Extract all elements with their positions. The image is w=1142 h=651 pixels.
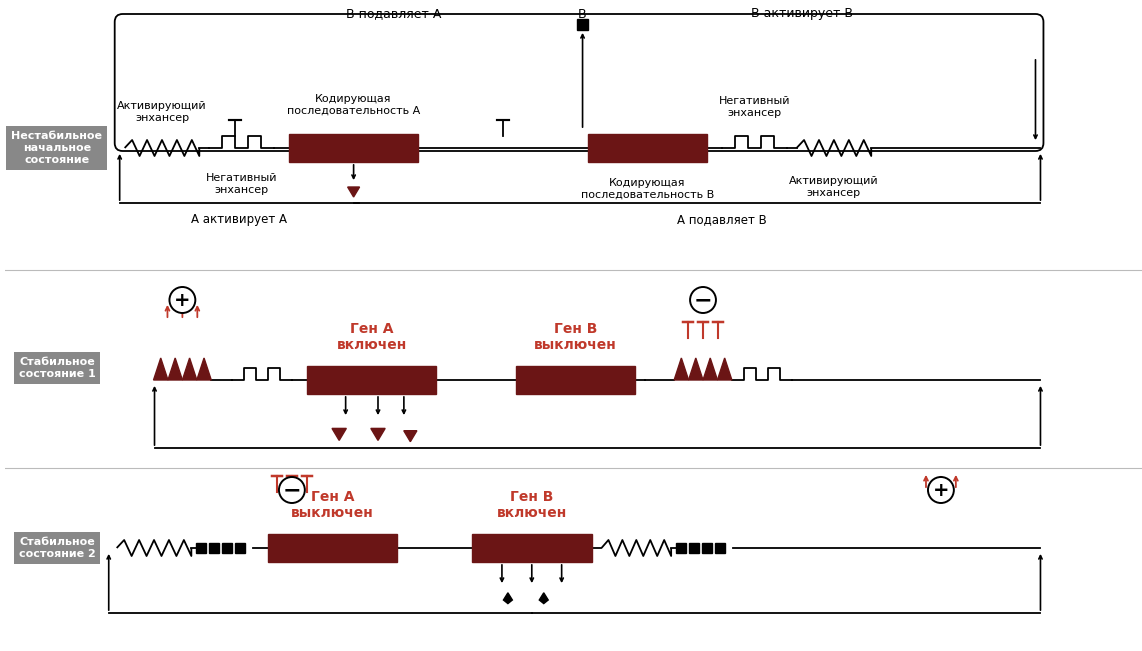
Bar xyxy=(196,543,207,553)
Text: Активирующий
энхансер: Активирующий энхансер xyxy=(789,176,878,198)
Bar xyxy=(715,543,725,553)
Polygon shape xyxy=(153,358,168,380)
Bar xyxy=(472,534,592,562)
Polygon shape xyxy=(332,428,346,440)
Polygon shape xyxy=(674,358,689,380)
Text: +: + xyxy=(933,480,949,499)
Bar xyxy=(223,543,232,553)
Text: А активирует А: А активирует А xyxy=(191,213,287,226)
Polygon shape xyxy=(504,593,513,603)
Bar xyxy=(702,543,711,553)
Polygon shape xyxy=(717,358,732,380)
Bar xyxy=(268,534,397,562)
Polygon shape xyxy=(168,358,183,380)
Text: Кодирующая
последовательность А: Кодирующая последовательность А xyxy=(287,94,420,116)
Text: Нестабильное
начальное
состояние: Нестабильное начальное состояние xyxy=(11,132,103,165)
Circle shape xyxy=(279,477,305,503)
Text: Ген В
выключен: Ген В выключен xyxy=(534,322,617,352)
Text: Ген А
включен: Ген А включен xyxy=(337,322,407,352)
Text: −: − xyxy=(282,480,301,500)
Text: В подавляет А: В подавляет А xyxy=(346,8,441,20)
Text: +: + xyxy=(174,290,191,309)
Polygon shape xyxy=(404,431,417,441)
Text: Негативный
энхансер: Негативный энхансер xyxy=(206,173,278,195)
Text: Негативный
энхансер: Негативный энхансер xyxy=(718,96,790,118)
Text: Ген А
выключен: Ген А выключен xyxy=(291,490,375,520)
Text: А подавляет В: А подавляет В xyxy=(677,213,766,226)
Bar xyxy=(289,134,418,162)
Polygon shape xyxy=(371,428,385,440)
Circle shape xyxy=(690,287,716,313)
Text: В активирует В: В активирует В xyxy=(750,8,853,20)
Bar xyxy=(235,543,246,553)
Text: Кодирующая
последовательность В: Кодирующая последовательность В xyxy=(580,178,714,200)
Text: Стабильное
состояние 2: Стабильное состояние 2 xyxy=(18,537,95,559)
Bar xyxy=(209,543,219,553)
Text: В: В xyxy=(578,8,587,20)
Text: Стабильное
состояние 1: Стабильное состояние 1 xyxy=(18,357,95,379)
Text: Ген В
включен: Ген В включен xyxy=(497,490,566,520)
Bar xyxy=(516,366,635,394)
Bar xyxy=(577,18,588,29)
Polygon shape xyxy=(689,358,703,380)
Bar xyxy=(307,366,436,394)
Bar xyxy=(689,543,699,553)
Polygon shape xyxy=(539,593,548,603)
Text: −: − xyxy=(693,290,713,310)
Circle shape xyxy=(169,287,195,313)
Text: Активирующий
энхансер: Активирующий энхансер xyxy=(118,102,207,123)
Circle shape xyxy=(928,477,954,503)
Polygon shape xyxy=(183,358,196,380)
Bar xyxy=(676,543,686,553)
Polygon shape xyxy=(196,358,211,380)
Bar xyxy=(587,134,707,162)
Polygon shape xyxy=(347,187,360,197)
Polygon shape xyxy=(703,358,717,380)
